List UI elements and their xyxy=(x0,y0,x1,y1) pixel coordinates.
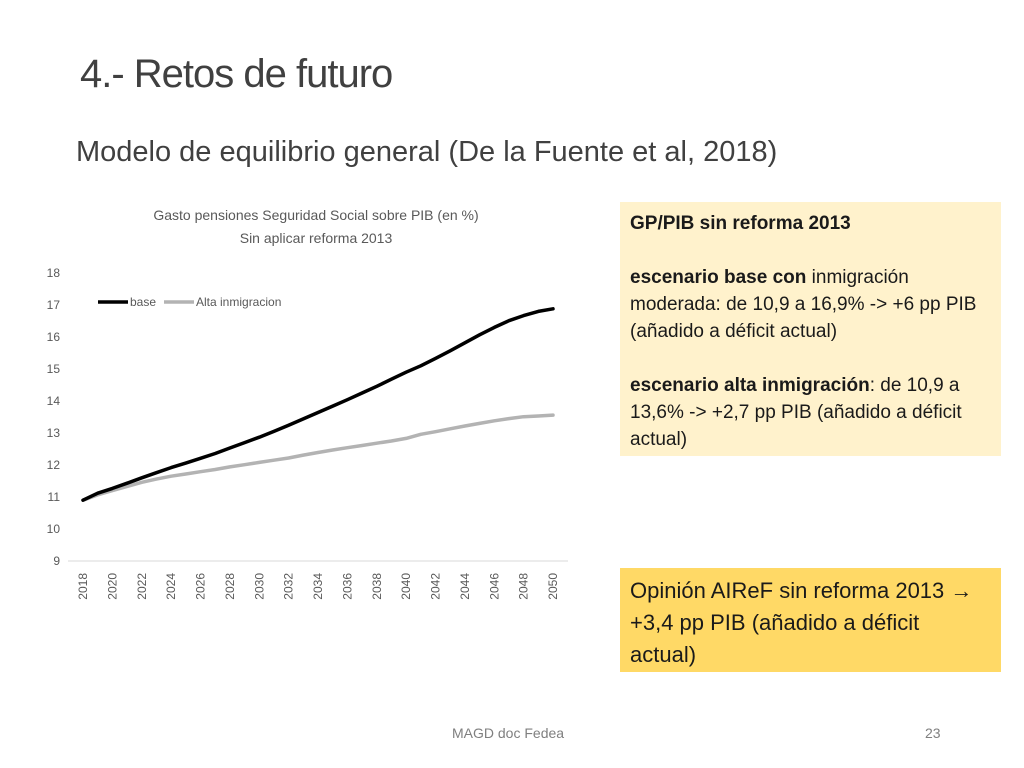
legend-label-1: Alta inmigracion xyxy=(196,295,281,309)
x-tick-label: 2040 xyxy=(399,573,413,600)
chart-legend: base Alta inmigracion xyxy=(98,295,281,309)
note-alta-scenario: escenario alta inmigración: de 10,9 a 13… xyxy=(630,372,991,453)
y-tick-label: 10 xyxy=(47,522,61,536)
x-tick-label: 2032 xyxy=(282,573,296,600)
scenario-note-box: GP/PIB sin reforma 2013 escenario base c… xyxy=(620,202,1001,456)
x-tick-label: 2036 xyxy=(340,573,354,600)
series-line-1 xyxy=(81,413,555,502)
x-tick-label: 2022 xyxy=(135,573,149,600)
y-tick-label: 18 xyxy=(47,266,61,280)
x-axis: 2018 2020 2022 2024 2026 2028 2030 2032 2034 2036… xyxy=(68,560,568,600)
x-tick-label: 2050 xyxy=(546,573,560,600)
right-arrow-icon: → xyxy=(950,578,973,603)
y-axis: 9 10 11 12 13 14 15 16 17 18 xyxy=(47,266,61,568)
legend-label-0: base xyxy=(130,295,156,309)
opinion-text-2: +3,4 pp PIB (añadido a déficit actual) xyxy=(630,610,920,667)
series-line-0 xyxy=(81,307,555,502)
note-base-text: inmigración moderada: de 10,9 a 16,9% ->… xyxy=(630,267,977,342)
footer-source: MAGD doc Fedea xyxy=(452,725,565,741)
x-tick-label: 2044 xyxy=(458,573,472,600)
series-layer xyxy=(81,307,555,502)
x-tick-label: 2042 xyxy=(429,573,443,600)
note-base-bold: escenario base con xyxy=(630,267,807,288)
x-tick-label: 2038 xyxy=(370,573,384,600)
y-tick-label: 13 xyxy=(47,426,61,440)
note-heading: GP/PIB sin reforma 2013 xyxy=(630,213,851,234)
y-tick-label: 14 xyxy=(47,394,61,408)
y-tick-label: 15 xyxy=(47,362,61,376)
x-tick-label: 2020 xyxy=(105,573,119,600)
opinion-text: Opinión AIReF sin reforma 2013 xyxy=(630,578,951,603)
x-tick-label: 2030 xyxy=(252,573,266,600)
slide-subtitle: Modelo de equilibrio general (De la Fuen… xyxy=(76,136,778,168)
x-tick-label: 2024 xyxy=(164,573,178,600)
x-tick-label: 2048 xyxy=(517,573,531,600)
chart-subtitle: Sin aplicar reforma 2013 xyxy=(240,230,393,246)
chart-title: Gasto pensiones Seguridad Social sobre P… xyxy=(153,207,478,223)
y-tick-label: 16 xyxy=(47,330,61,344)
note-alta-bold: escenario alta inmigración xyxy=(630,375,870,396)
y-tick-label: 12 xyxy=(47,458,61,472)
x-tick-label: 2026 xyxy=(194,573,208,600)
y-tick-label: 11 xyxy=(48,490,61,504)
airef-opinion-box: Opinión AIReF sin reforma 2013 → +3,4 pp… xyxy=(620,568,1001,672)
page-number: 23 xyxy=(925,725,941,741)
x-tick-label: 2046 xyxy=(487,573,501,600)
pension-chart: Gasto pensiones Seguridad Social sobre P… xyxy=(47,207,568,600)
x-tick-label: 2028 xyxy=(223,573,237,600)
x-tick-label: 2034 xyxy=(311,573,325,600)
note-alta-text: : de 10,9 a 13,6% -> +2,7 pp PIB (añadid… xyxy=(630,375,962,450)
slide-title: 4.- Retos de futuro xyxy=(80,52,393,96)
y-tick-label: 9 xyxy=(53,554,60,568)
y-tick-label: 17 xyxy=(47,298,61,312)
x-tick-label: 2018 xyxy=(76,573,90,600)
note-base-scenario: escenario base con inmigración moderada:… xyxy=(630,264,991,345)
